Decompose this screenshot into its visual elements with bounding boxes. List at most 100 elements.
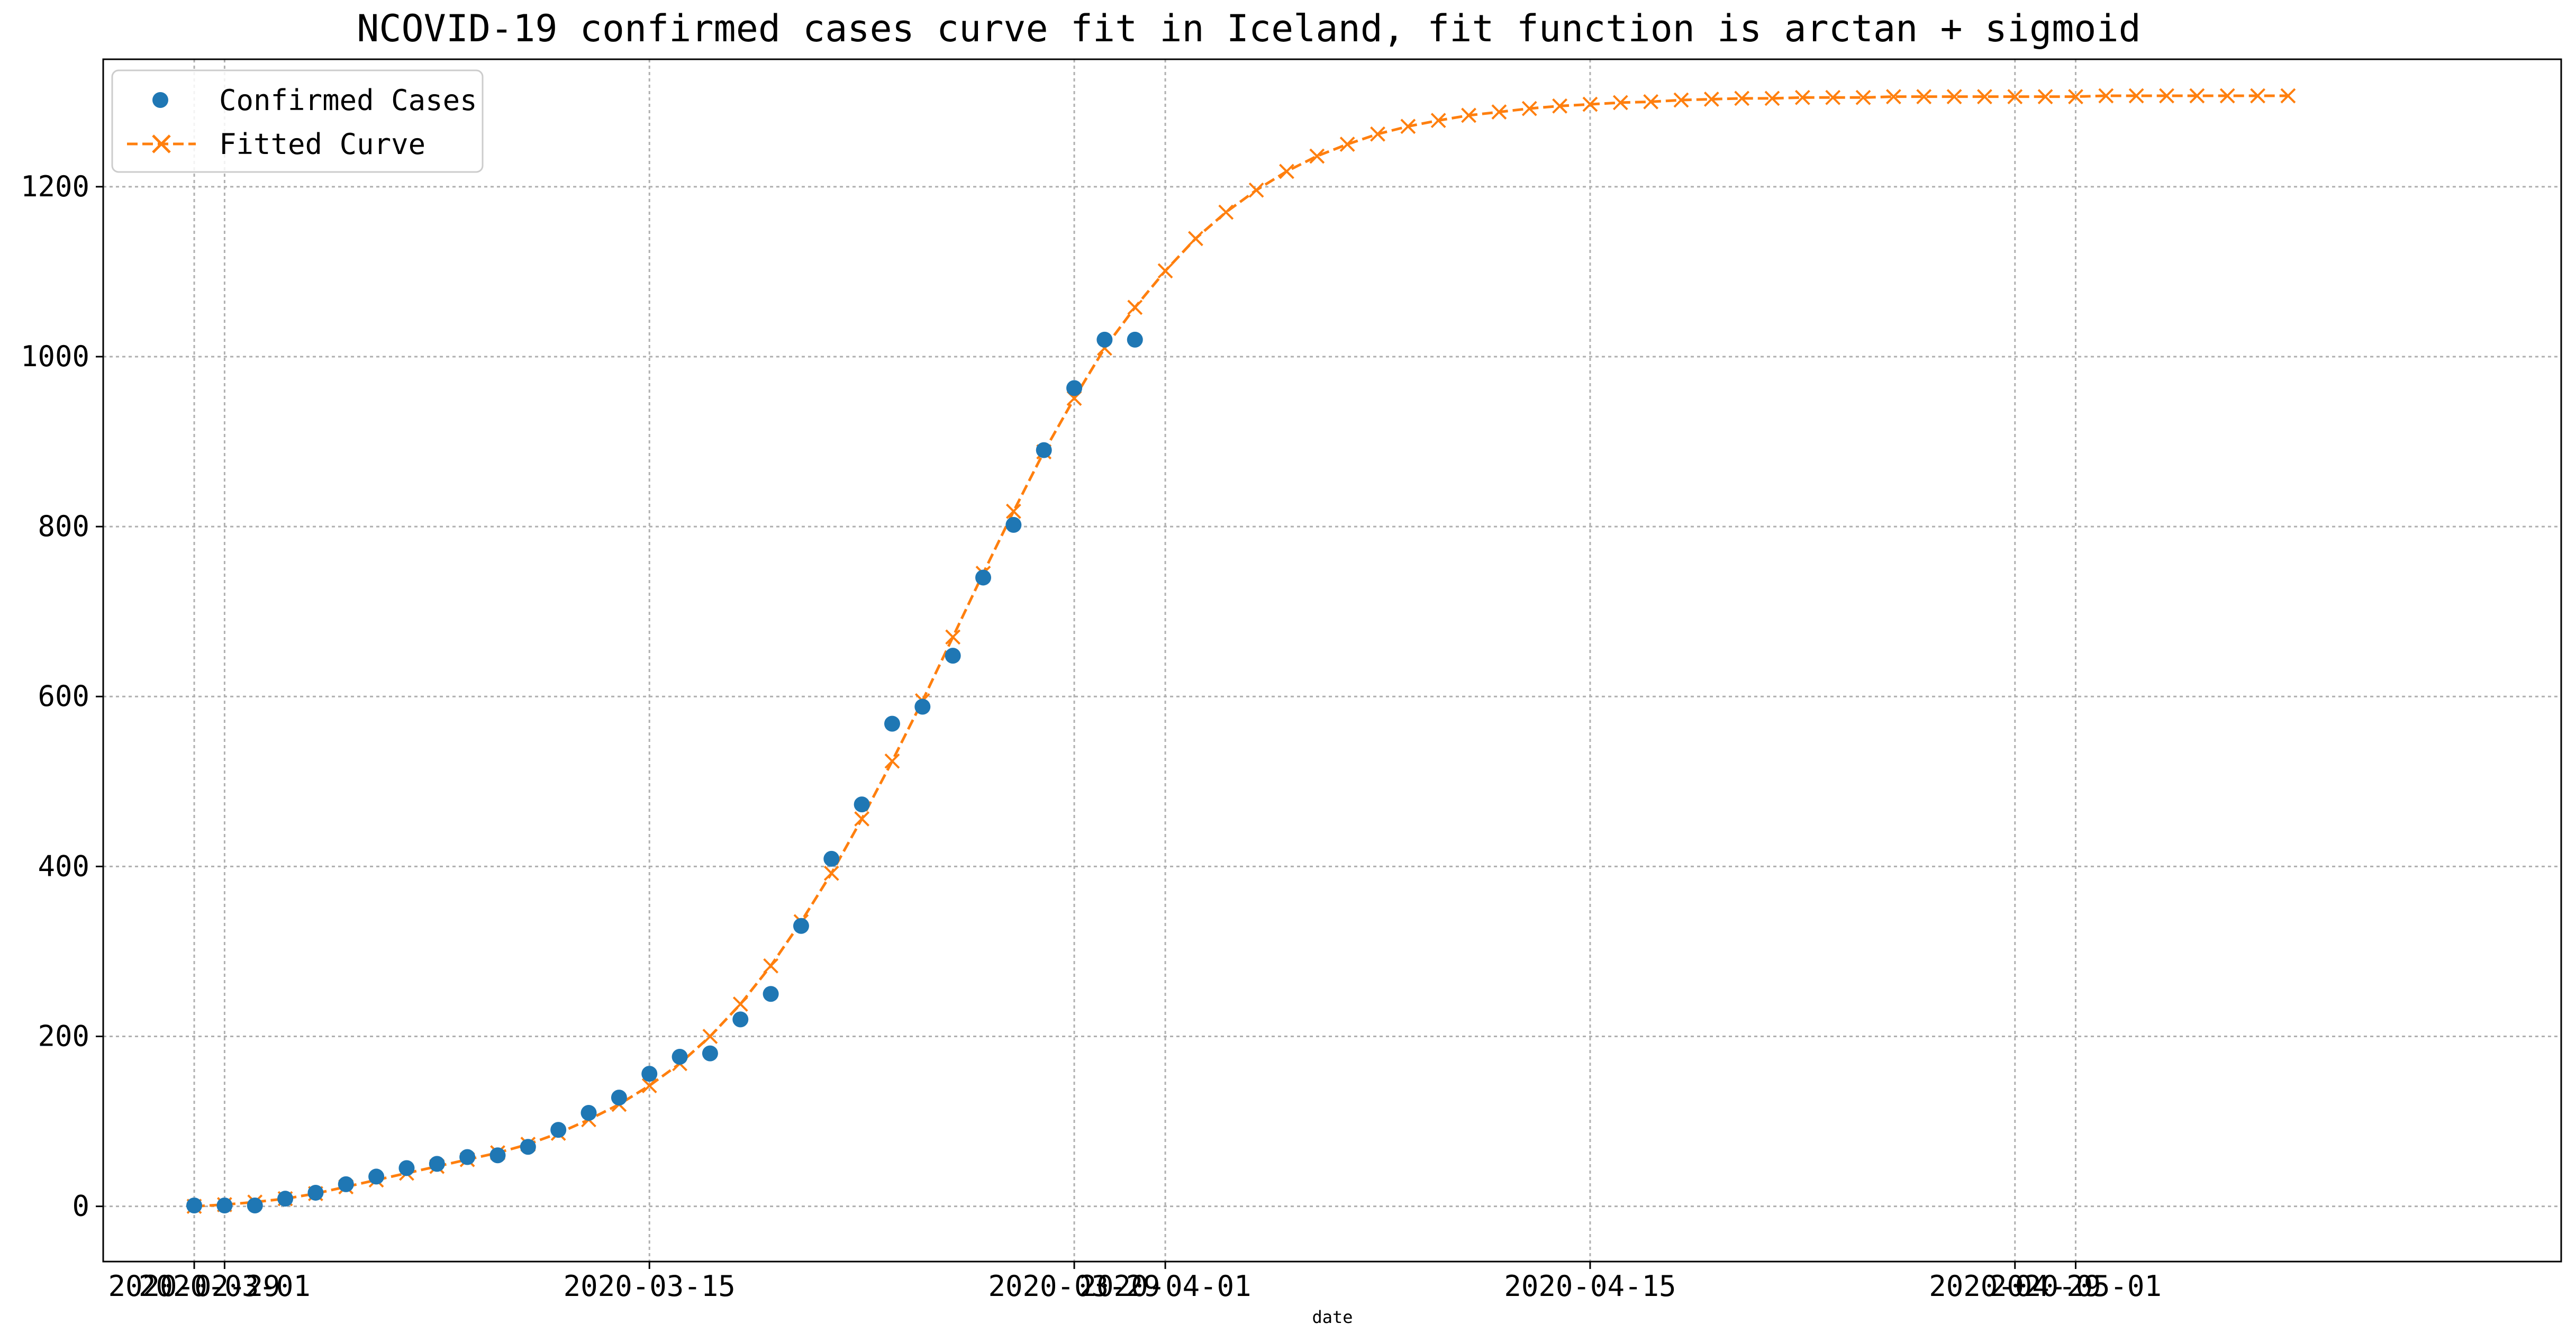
fitted-curve-marker xyxy=(1855,89,1871,105)
fitted-curve-marker xyxy=(2007,89,2023,105)
chart-title: NCOVID-19 confirmed cases curve fit in I… xyxy=(357,7,2140,50)
confirmed-point xyxy=(1005,516,1022,533)
fitted-curve-marker xyxy=(2280,88,2296,104)
fitted-curve-marker xyxy=(1764,90,1780,106)
confirmed-point xyxy=(398,1160,415,1176)
confirmed-point xyxy=(763,986,779,1002)
fitted-curve-marker xyxy=(1218,204,1234,220)
confirmed-point xyxy=(914,699,931,715)
confirmed-point xyxy=(672,1049,688,1065)
confirmed-point xyxy=(368,1168,385,1185)
fitted-curve-marker xyxy=(1370,126,1385,142)
plot-frame xyxy=(102,58,2562,1263)
fitted-curve-marker xyxy=(2128,88,2144,104)
x-axis-label: date xyxy=(1312,1307,1353,1327)
legend-box xyxy=(111,69,484,173)
confirmed-points-layer xyxy=(186,331,1143,1214)
y-tick-label: 0 xyxy=(72,1190,89,1223)
fitted-curve-marker xyxy=(1430,113,1446,129)
confirmed-point xyxy=(854,796,870,813)
fitted-curve-marker xyxy=(1794,89,1810,105)
confirmed-point xyxy=(429,1156,445,1172)
fitted-curve-marker xyxy=(2219,88,2235,104)
y-tick-label: 200 xyxy=(38,1020,89,1053)
x-tick-label: 2020-04-15 xyxy=(1504,1270,1676,1303)
fitted-curve-marker xyxy=(1977,89,1992,105)
fitted-curve-marker xyxy=(2098,88,2114,104)
confirmed-point xyxy=(550,1122,567,1138)
legend: Confirmed Cases Fitted Curve xyxy=(111,69,484,173)
fitted-curve-marker xyxy=(1248,182,1264,198)
x-tick-label: 2020-03-29 xyxy=(988,1270,1160,1303)
fitted-curve-marker xyxy=(1612,95,1628,111)
fitted-curve-marker xyxy=(2068,89,2083,105)
fitted-curve-marker xyxy=(1885,89,1901,105)
fitted-curve-marker xyxy=(884,753,900,769)
confirmed-point xyxy=(520,1139,536,1155)
legend-fitted-marker xyxy=(152,134,171,153)
fitted-curve-marker xyxy=(823,865,839,881)
fitted-curve-marker xyxy=(1734,90,1750,106)
fitted-curve-marker xyxy=(702,1029,718,1044)
fitted-curve-marker xyxy=(2037,89,2053,105)
confirmed-point xyxy=(1096,331,1113,348)
x-tick-label: 2020-03-15 xyxy=(564,1270,736,1303)
legend-confirmed-label: Confirmed Cases xyxy=(219,84,477,117)
confirmed-point xyxy=(641,1066,658,1082)
fitted-curve-marker xyxy=(945,629,961,645)
fitted-curve-marker xyxy=(1157,263,1173,279)
y-tick-label: 1200 xyxy=(21,170,89,203)
fitted-curve-marker xyxy=(1127,300,1143,315)
fitted-curve-marker xyxy=(1673,92,1689,108)
confirmed-point xyxy=(338,1176,354,1192)
fitted-curve-marker xyxy=(1339,137,1355,152)
x-tick-label: 2020-04-29 xyxy=(1929,1270,2101,1303)
x-tick-label: 2020-04-01 xyxy=(1080,1270,1251,1303)
x-tick-label: 2020-03-01 xyxy=(139,1270,311,1303)
fitted-curve-marker xyxy=(2250,88,2265,104)
confirmed-point xyxy=(459,1149,476,1165)
fitted-curve-marker xyxy=(1582,96,1598,112)
x-tick-label: 2020-05-01 xyxy=(1990,1270,2162,1303)
fitted-curve-marker xyxy=(1188,231,1203,247)
confirmed-point xyxy=(1127,331,1143,348)
confirmed-point xyxy=(702,1045,718,1062)
confirmed-point xyxy=(611,1090,627,1106)
fitted-curve-line xyxy=(194,94,2288,1208)
fitted-curve-marker xyxy=(641,1078,657,1094)
fitted-curve-marker xyxy=(2189,88,2205,104)
fitted-curve-marker xyxy=(1309,148,1325,164)
y-tick-label: 800 xyxy=(38,510,89,543)
fitted-curve-marker xyxy=(763,958,779,974)
confirmed-point xyxy=(489,1147,506,1164)
confirmed-point xyxy=(732,1011,749,1028)
fitted-curve-marker xyxy=(1279,164,1294,179)
confirmed-point xyxy=(186,1198,203,1214)
confirmed-point xyxy=(1036,442,1052,458)
fitted-curve-marker xyxy=(1491,104,1507,120)
fitted-curve-marker xyxy=(1400,119,1416,134)
confirmed-point xyxy=(945,648,961,664)
grid-layer xyxy=(103,59,2561,1262)
confirmed-point xyxy=(975,569,992,586)
y-tick-label: 600 xyxy=(38,679,89,713)
confirmed-point xyxy=(1066,380,1083,396)
confirmed-point xyxy=(823,850,840,867)
confirmed-point xyxy=(580,1105,597,1121)
confirmed-point xyxy=(216,1198,233,1214)
fitted-curve-marker xyxy=(1825,89,1841,105)
fitted-curve-marker xyxy=(1643,94,1659,110)
fitted-curve-marker xyxy=(1552,98,1568,114)
confirmed-point xyxy=(884,715,900,732)
y-tick-label: 1000 xyxy=(21,340,89,373)
confirmed-point xyxy=(793,918,809,934)
fitted-curve-marker xyxy=(1461,107,1476,123)
confirmed-point xyxy=(307,1184,324,1201)
y-tick-label: 400 xyxy=(38,849,89,883)
fitted-curve-marker xyxy=(1521,101,1537,116)
legend-confirmed-marker xyxy=(152,92,168,108)
fitted-curve-marker xyxy=(732,996,748,1012)
legend-fitted-label: Fitted Curve xyxy=(219,128,425,161)
